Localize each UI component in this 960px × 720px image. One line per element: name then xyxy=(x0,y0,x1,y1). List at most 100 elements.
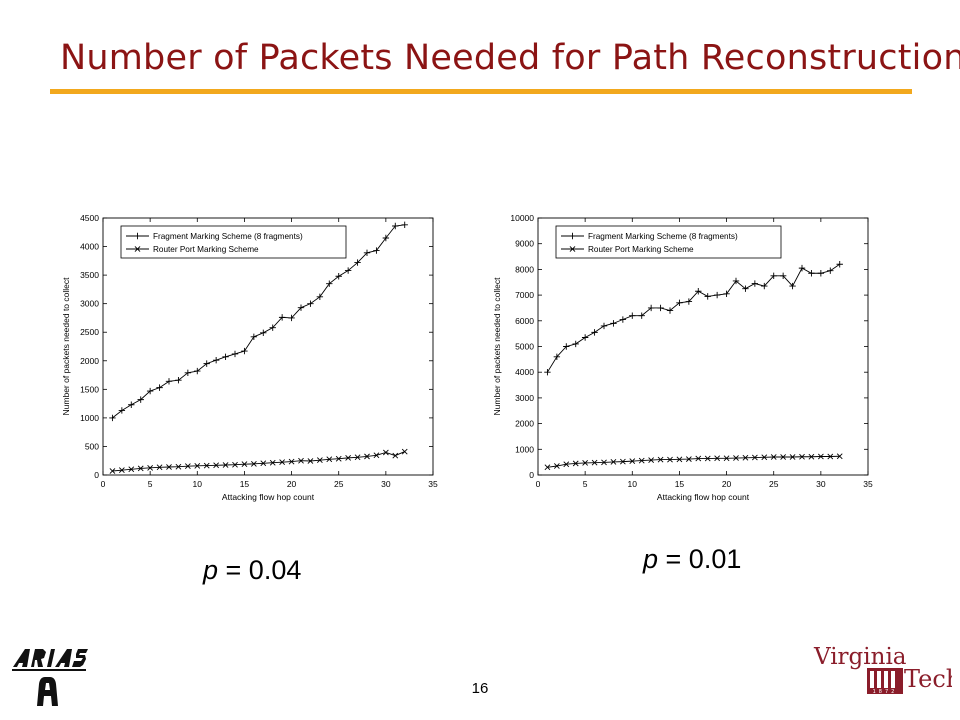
data-point xyxy=(373,452,380,459)
data-point xyxy=(553,353,561,360)
data-point xyxy=(591,459,598,466)
x-tick-label: 0 xyxy=(101,479,106,489)
legend-label: Fragment Marking Scheme (8 fragments) xyxy=(153,232,303,241)
y-tick-label: 0 xyxy=(94,470,99,480)
data-point xyxy=(184,463,191,470)
data-point xyxy=(335,273,342,280)
y-tick-label: 4000 xyxy=(515,367,534,377)
data-point xyxy=(817,270,825,277)
y-tick-label: 3000 xyxy=(515,393,534,403)
data-point xyxy=(685,456,692,462)
x-tick-label: 30 xyxy=(381,479,391,489)
data-point xyxy=(232,461,238,468)
data-point xyxy=(109,414,116,422)
series-line xyxy=(547,263,840,373)
x-tick-label: 35 xyxy=(863,479,873,489)
data-point xyxy=(288,314,295,322)
legend-box xyxy=(555,225,782,259)
plot-area xyxy=(102,217,434,476)
data-point xyxy=(610,459,617,465)
data-point xyxy=(118,467,125,474)
data-point xyxy=(629,312,636,319)
data-point xyxy=(260,460,267,467)
data-point xyxy=(316,293,324,301)
data-point xyxy=(128,466,135,473)
data-point xyxy=(392,452,399,459)
x-tick-label: 20 xyxy=(287,479,297,489)
y-tick-label: 10000 xyxy=(510,213,534,223)
data-point xyxy=(713,291,721,299)
y-tick-label: 3000 xyxy=(80,299,99,309)
y-tick-label: 2000 xyxy=(80,356,99,366)
data-point xyxy=(761,282,768,290)
legend: Fragment Marking Scheme (8 fragments) Rou… xyxy=(555,225,782,259)
data-point xyxy=(307,300,314,307)
y-tick-label: 9000 xyxy=(515,239,534,249)
data-point xyxy=(798,264,806,272)
data-point xyxy=(137,465,144,472)
x-tick-label: 10 xyxy=(193,479,203,489)
legend-marker xyxy=(134,246,141,252)
legend-box xyxy=(120,225,347,259)
data-point xyxy=(779,272,787,280)
data-point xyxy=(629,458,636,465)
x-tick-label: 20 xyxy=(722,479,732,489)
data-point xyxy=(600,322,608,330)
data-point xyxy=(203,360,210,367)
data-point xyxy=(241,347,248,355)
data-point xyxy=(392,222,399,230)
data-point xyxy=(156,384,163,391)
y-tick-label: 4000 xyxy=(80,242,99,252)
data-point xyxy=(307,458,314,464)
data-point xyxy=(695,455,702,462)
data-point xyxy=(184,369,192,376)
y-tick-label: 2500 xyxy=(80,327,99,337)
data-point xyxy=(118,407,126,414)
data-point xyxy=(695,288,702,295)
y-tick-label: 6000 xyxy=(515,316,534,326)
data-point xyxy=(146,387,154,395)
p-value-text: = 0.04 xyxy=(218,555,302,585)
data-point xyxy=(572,460,579,467)
y-tick-label: 3500 xyxy=(80,270,99,280)
data-point xyxy=(203,462,210,469)
data-point xyxy=(610,320,617,327)
data-point xyxy=(770,272,777,280)
data-point xyxy=(345,454,352,461)
data-point xyxy=(269,324,276,331)
data-point xyxy=(288,458,295,465)
data-point xyxy=(572,340,579,348)
p-symbol: p xyxy=(203,555,219,585)
series-2 xyxy=(544,453,843,471)
data-point xyxy=(401,221,408,229)
vt-logo-line2: Tech xyxy=(904,665,952,693)
virginia-tech-logo: Virginia 1872 Tech xyxy=(813,644,952,695)
data-point xyxy=(581,334,589,341)
data-point xyxy=(704,455,711,462)
series-1 xyxy=(544,261,843,376)
data-point xyxy=(601,459,607,466)
data-point xyxy=(212,357,220,364)
data-point xyxy=(751,454,758,461)
data-point xyxy=(222,462,229,468)
y-tick-label: 1000 xyxy=(515,444,534,454)
data-point xyxy=(742,454,749,461)
data-point xyxy=(817,453,824,460)
data-point xyxy=(269,459,276,466)
data-point xyxy=(836,453,843,460)
data-point xyxy=(354,259,361,266)
data-point xyxy=(676,299,683,307)
data-point xyxy=(278,314,286,321)
axes: 0 5 10 15 20 25 30 35 0 500 1000 1500 2000 2500 3000 35… xyxy=(61,213,438,502)
y-axis-label: Number of packets needed to collect xyxy=(61,277,71,416)
arias-logo xyxy=(12,649,88,706)
data-point xyxy=(382,234,390,242)
data-point xyxy=(544,369,551,376)
data-point xyxy=(544,464,551,471)
page-number: 16 xyxy=(471,680,489,697)
data-point xyxy=(250,333,258,340)
data-point xyxy=(563,461,570,468)
data-point xyxy=(799,453,805,460)
data-point xyxy=(789,282,796,290)
y-tick-label: 5000 xyxy=(515,342,534,352)
